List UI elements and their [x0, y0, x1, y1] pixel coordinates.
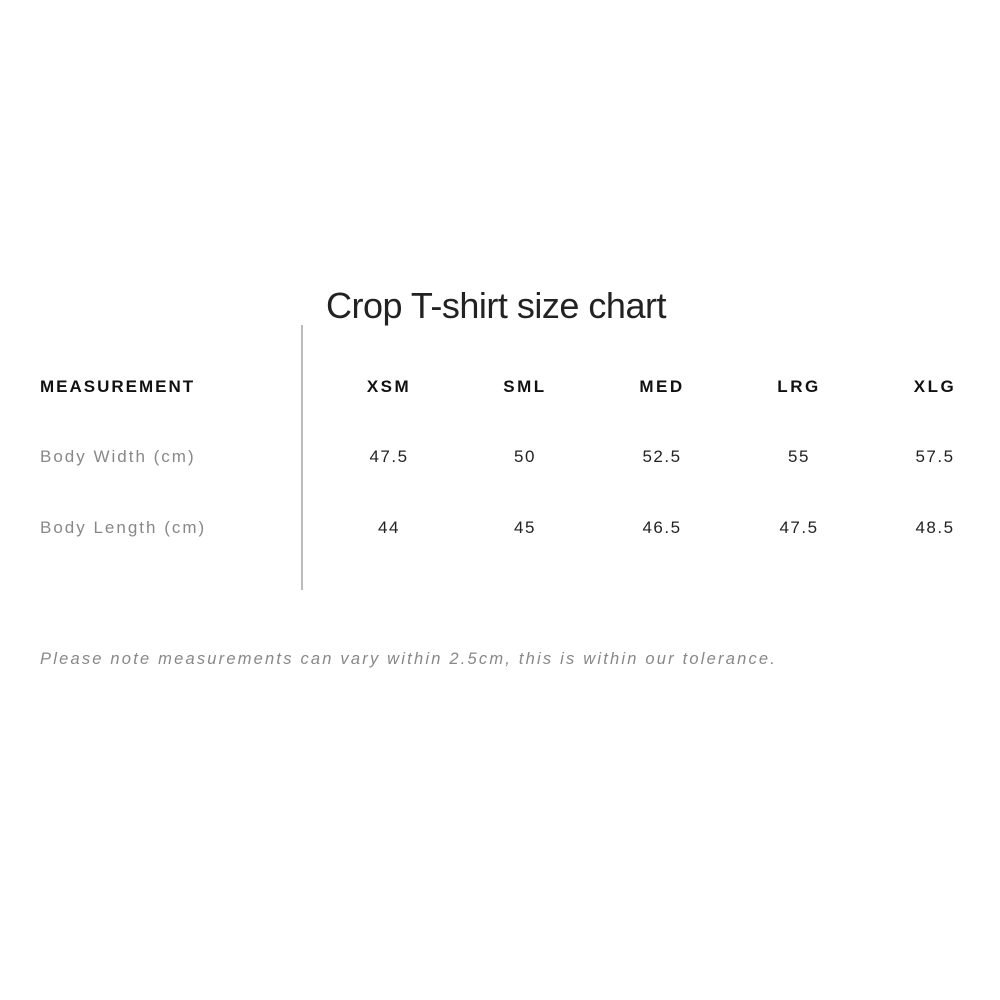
table-cell: 44 — [378, 518, 400, 537]
size-header-xsm: XSM — [366, 377, 412, 396]
tolerance-note: Please note measurements can vary within… — [40, 650, 778, 668]
table-cell: 57.5 — [915, 447, 955, 466]
column-divider — [301, 325, 303, 590]
table-cell: 55 — [788, 447, 810, 466]
table-cell: 47.5 — [779, 518, 819, 537]
page-title: Crop T-shirt size chart — [326, 285, 666, 326]
size-header-xlg: XLG — [913, 377, 957, 396]
size-header-lrg: LRG — [777, 377, 821, 396]
table-cell: 47.5 — [369, 447, 409, 466]
row-label-body-width: Body Width (cm) — [40, 447, 196, 466]
table-cell: 50 — [514, 447, 536, 466]
size-header-sml: SML — [503, 377, 547, 396]
row-label-body-length: Body Length (cm) — [40, 518, 207, 537]
table-cell: 45 — [514, 518, 536, 537]
measurement-header: MEASUREMENT — [40, 377, 196, 396]
table-cell: 52.5 — [642, 447, 682, 466]
size-header-med: MED — [639, 377, 685, 396]
table-cell: 48.5 — [915, 518, 955, 537]
table-cell: 46.5 — [642, 518, 682, 537]
